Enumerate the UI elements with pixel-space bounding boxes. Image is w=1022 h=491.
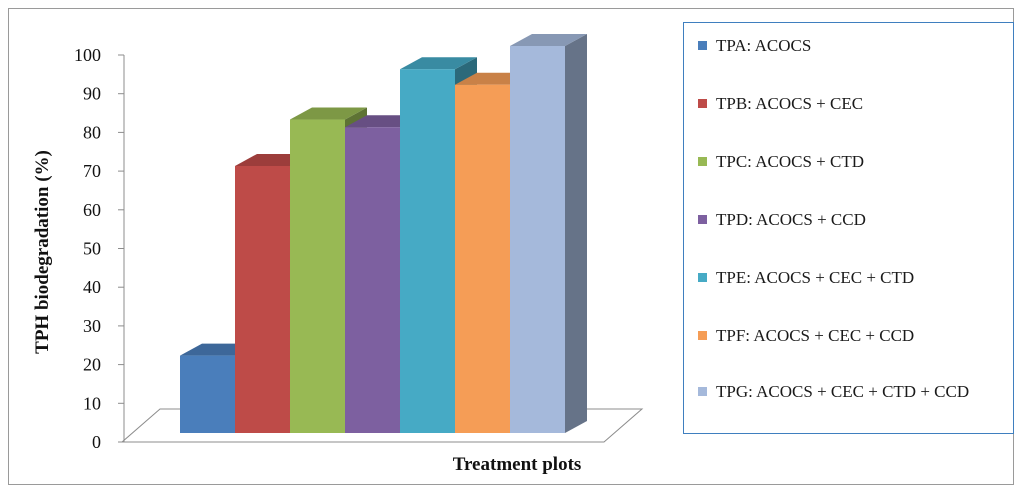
y-tick-label: 100	[74, 45, 101, 65]
bar-front	[510, 46, 565, 433]
legend-swatch	[698, 41, 707, 50]
legend-swatch	[698, 387, 707, 396]
legend-item: TPC: ACOCS + CTD	[698, 151, 1003, 172]
bar-front	[235, 166, 290, 433]
legend-swatch	[698, 157, 707, 166]
legend-label: TPD: ACOCS + CCD	[716, 209, 1003, 230]
y-tick-label: 40	[83, 277, 101, 297]
legend-label: TPC: ACOCS + CTD	[716, 151, 1003, 172]
y-tick-label: 30	[83, 316, 101, 336]
legend-item: TPF: ACOCS + CEC + CCD	[698, 325, 1003, 346]
y-tick-label: 70	[83, 161, 101, 181]
bar-side	[565, 34, 587, 433]
bar-front	[290, 120, 345, 433]
y-tick-label: 20	[83, 355, 101, 375]
y-tick-label: 60	[83, 200, 101, 220]
bar-front	[455, 85, 510, 433]
legend-label: TPB: ACOCS + CEC	[716, 93, 1003, 114]
legend-swatch	[698, 273, 707, 282]
bar-front	[345, 127, 400, 433]
legend: TPA: ACOCS TPB: ACOCS + CEC TPC: ACOCS + C…	[683, 22, 1014, 434]
legend-label: TPE: ACOCS + CEC + CTD	[716, 267, 1003, 288]
legend-item: TPA: ACOCS	[698, 35, 1003, 56]
legend-item: TPE: ACOCS + CEC + CTD	[698, 267, 1003, 288]
legend-item: TPG: ACOCS + CEC + CTD + CCD	[698, 381, 1003, 402]
y-tick-label: 0	[92, 432, 101, 452]
bar-front	[400, 69, 455, 433]
y-tick-label: 90	[83, 84, 101, 104]
legend-item: TPB: ACOCS + CEC	[698, 93, 1003, 114]
legend-swatch	[698, 215, 707, 224]
legend-label: TPF: ACOCS + CEC + CCD	[716, 325, 1003, 346]
y-axis-label: TPH biodegradation (%)	[32, 150, 53, 354]
y-tick-label: 50	[83, 239, 101, 259]
legend-label: TPA: ACOCS	[716, 35, 1003, 56]
legend-swatch	[698, 99, 707, 108]
legend-swatch	[698, 331, 707, 340]
legend-label: TPG: ACOCS + CEC + CTD + CCD	[716, 381, 1003, 402]
legend-item: TPD: ACOCS + CCD	[698, 209, 1003, 230]
bar-front	[180, 356, 235, 433]
x-axis-label: Treatment plots	[453, 454, 582, 475]
y-tick-label: 10	[83, 393, 101, 413]
bar	[510, 34, 587, 433]
y-tick-label: 80	[83, 122, 101, 142]
